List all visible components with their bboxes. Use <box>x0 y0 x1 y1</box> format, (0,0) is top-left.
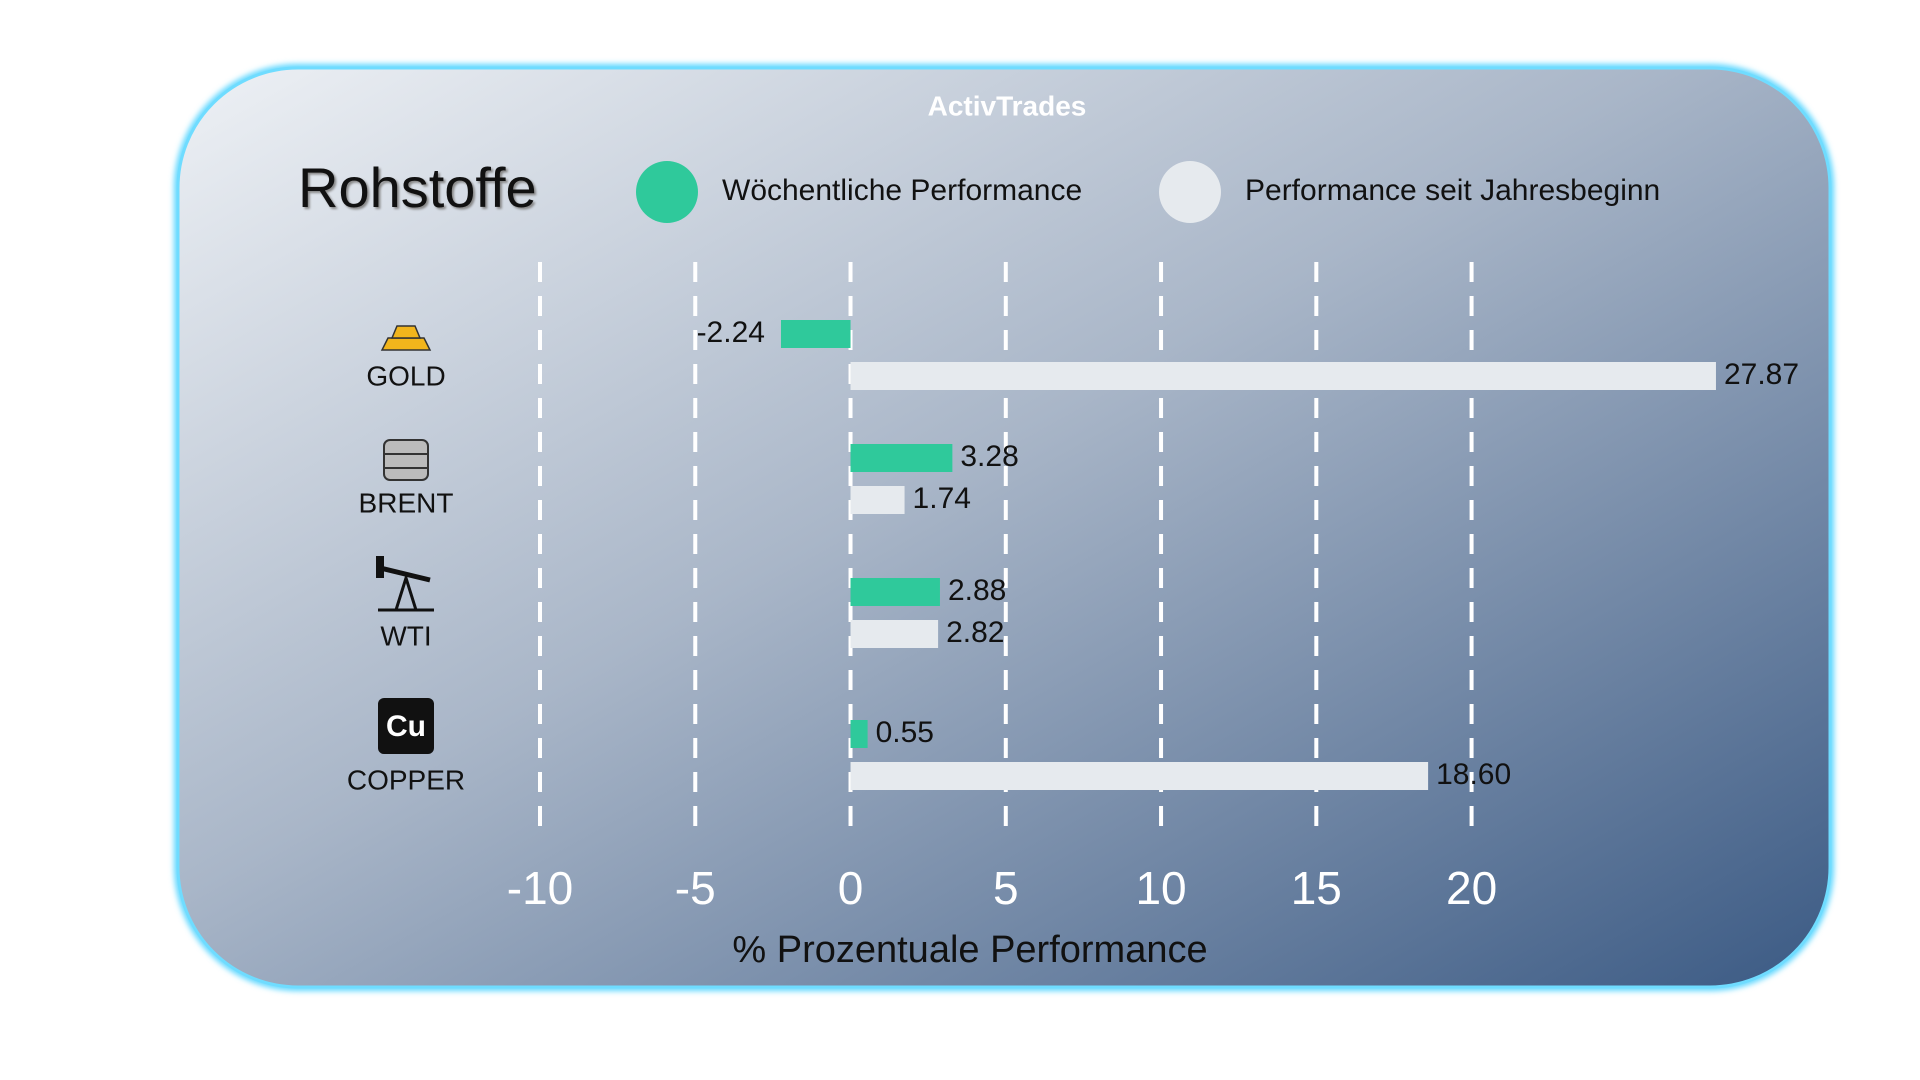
chart-title: Rohstoffe <box>298 156 537 219</box>
bar <box>850 762 1429 790</box>
bar <box>850 578 940 606</box>
category-label: GOLD <box>366 360 445 391</box>
panel <box>176 66 1832 989</box>
x-tick-label: 20 <box>1446 862 1497 914</box>
x-tick-label: 0 <box>838 862 864 914</box>
x-tick-label: 10 <box>1135 862 1186 914</box>
bar <box>850 362 1716 390</box>
x-tick-label: -5 <box>675 862 716 914</box>
copper-icon: Cu <box>378 698 434 754</box>
category-label: BRENT <box>359 487 454 518</box>
gold-icon <box>380 325 432 351</box>
legend-label: Performance seit Jahresbeginn <box>1245 174 1660 207</box>
pump-icon <box>376 556 434 612</box>
category-label: WTI <box>380 620 431 651</box>
legend-swatch <box>636 161 698 223</box>
x-tick-label: 5 <box>993 862 1019 914</box>
category-label: COPPER <box>347 764 465 795</box>
legend-label: Wöchentliche Performance <box>722 174 1082 207</box>
bar <box>850 444 953 472</box>
value-label: -2.24 <box>697 316 765 349</box>
x-tick-label: 15 <box>1291 862 1342 914</box>
bar <box>850 486 905 514</box>
barrel-icon <box>383 439 429 481</box>
svg-text:Cu: Cu <box>386 710 426 743</box>
value-label: 1.74 <box>913 482 971 515</box>
bar <box>850 720 868 748</box>
icons: Cu <box>376 325 434 754</box>
x-tick-label: -10 <box>507 862 573 914</box>
value-label: 2.88 <box>948 574 1006 607</box>
value-label: 3.28 <box>960 440 1018 473</box>
value-label: 18.60 <box>1436 758 1511 791</box>
x-axis-label: % Prozentuale Performance <box>732 929 1207 971</box>
value-label: 2.82 <box>946 616 1004 649</box>
value-label: 27.87 <box>1724 358 1799 391</box>
value-label: 0.55 <box>876 716 934 749</box>
bar <box>850 620 939 648</box>
brand-logo: ActivTrades <box>928 90 1087 121</box>
bar <box>780 320 851 348</box>
legend-swatch <box>1159 161 1221 223</box>
